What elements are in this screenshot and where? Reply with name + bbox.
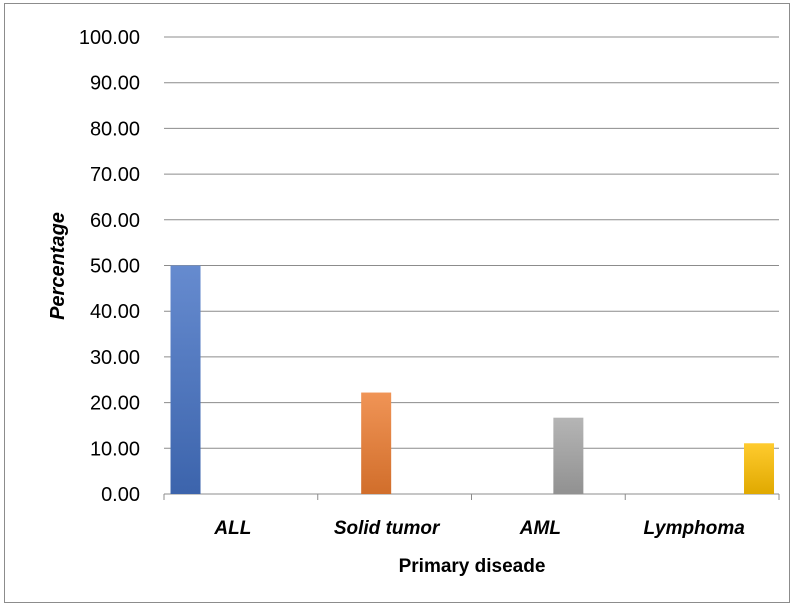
y-tick-label: 50.00: [90, 256, 140, 278]
y-tick-label: 70.00: [90, 164, 140, 186]
y-tick-label: 20.00: [90, 393, 140, 415]
x-tick-label: Solid tumor: [334, 518, 441, 539]
y-tick-label: 80.00: [90, 118, 140, 140]
bars: [170, 265, 775, 494]
bar-all: [170, 265, 201, 494]
y-tick-label: 10.00: [90, 438, 140, 460]
bar-lymphoma: [744, 443, 775, 494]
chart-frame: [4, 3, 790, 603]
y-tick-label: 30.00: [90, 347, 140, 369]
bar-aml: [553, 417, 584, 494]
y-tick-label: 0.00: [101, 484, 140, 506]
x-tick-labels: ALL Solid tumor AML Lymphoma: [213, 518, 745, 539]
y-tick-label: 40.00: [90, 301, 140, 323]
x-tick-label: AML: [519, 518, 561, 539]
x-tick-label: ALL: [213, 518, 251, 539]
y-tick-label: 90.00: [90, 73, 140, 95]
gridlines: [163, 36, 780, 500]
x-axis-label: Primary diseade: [399, 556, 546, 577]
y-axis-label: Percentage: [47, 212, 69, 320]
x-tick-label: Lymphoma: [643, 518, 745, 539]
y-tick-label: 100.00: [79, 27, 140, 49]
y-tick-labels: 0.00 10.00 20.00 30.00 40.00 50.00 60.00 70.00 8…: [79, 27, 140, 506]
bar-solid-tumor: [361, 392, 392, 494]
y-tick-label: 60.00: [90, 210, 140, 232]
